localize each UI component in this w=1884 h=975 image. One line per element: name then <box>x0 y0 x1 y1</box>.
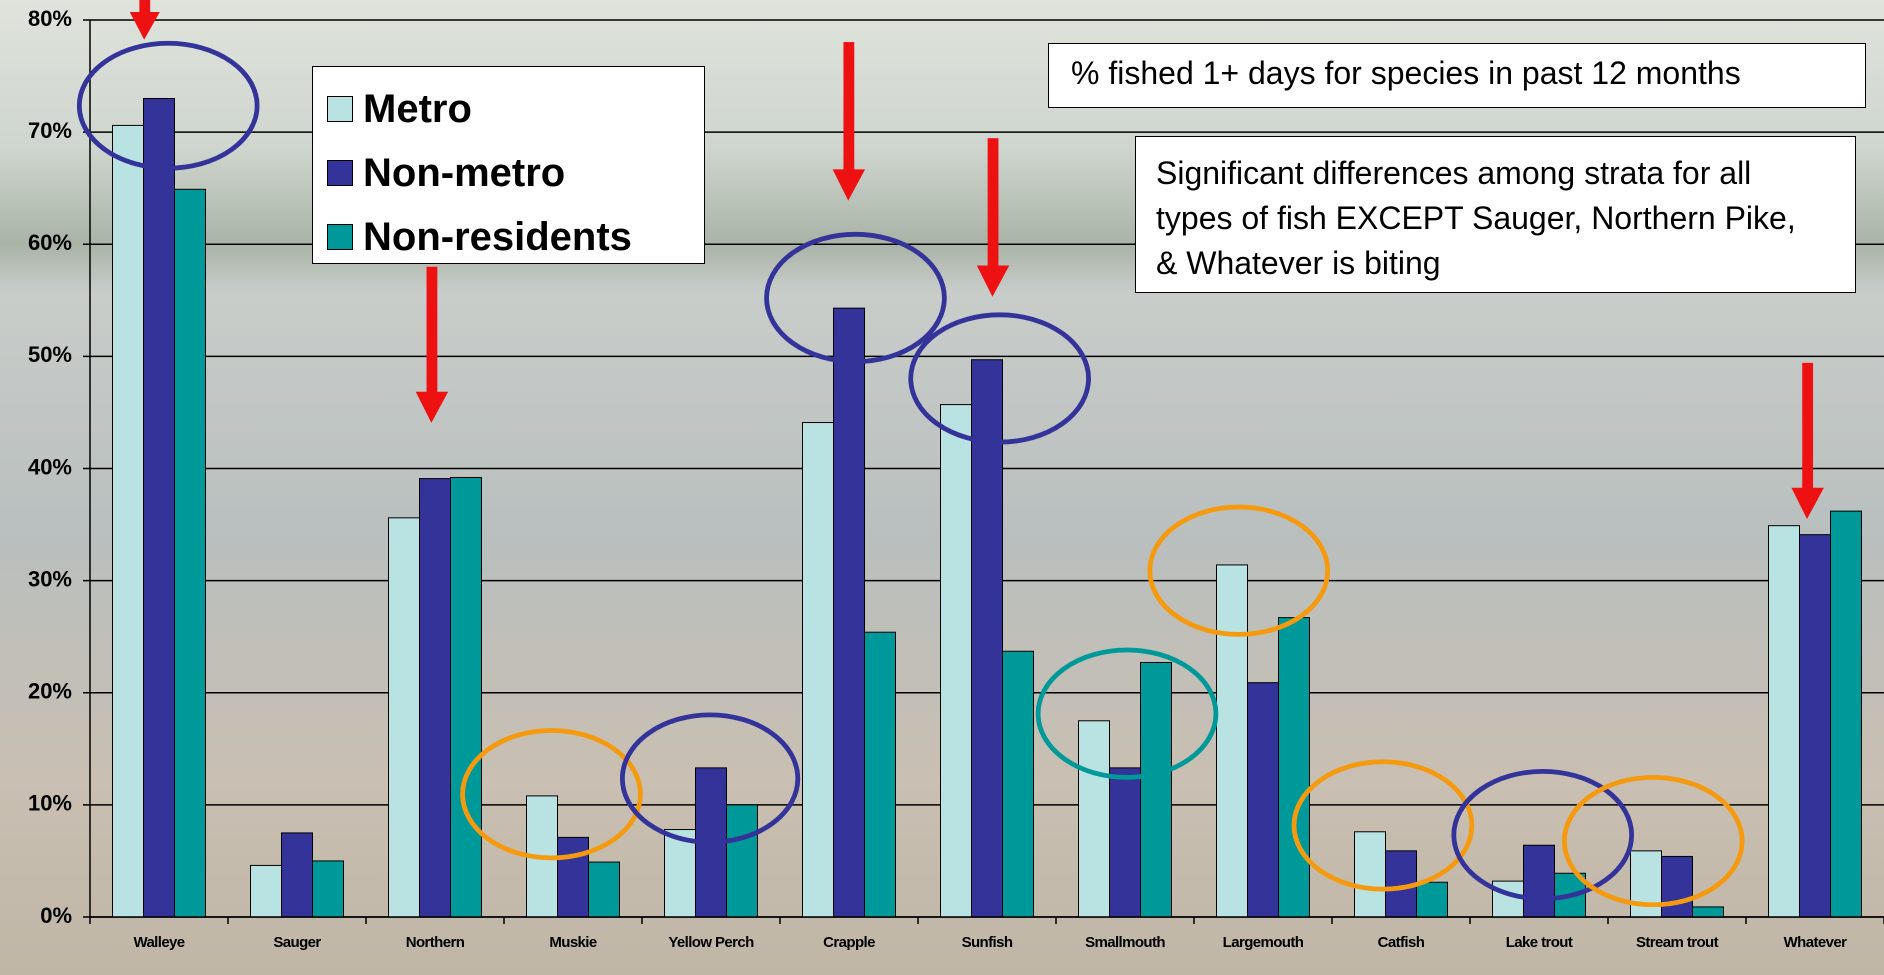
legend-label: Non-residents <box>363 214 632 259</box>
arrow <box>1791 487 1824 520</box>
x-tick-label: Crapple <box>823 934 875 951</box>
bar <box>1830 510 1862 918</box>
x-tick-label: Lake trout <box>1506 934 1573 951</box>
bar <box>726 804 758 918</box>
arrow <box>976 265 1010 297</box>
x-tick-label: Stream trout <box>1636 934 1719 951</box>
highlight-ellipse <box>1291 759 1475 892</box>
bar <box>281 832 313 918</box>
highlight-ellipse <box>1451 768 1635 902</box>
bar <box>1247 682 1279 918</box>
annotation-box: Significant differences among strata for… <box>1135 136 1856 293</box>
arrow <box>843 42 855 172</box>
bar <box>864 631 896 918</box>
bar <box>450 476 482 918</box>
arrow <box>987 138 999 268</box>
x-tick-label: Sauger <box>273 934 321 951</box>
x-tick-label: Smallmouth <box>1085 934 1165 951</box>
legend-label: Metro <box>363 86 472 131</box>
legend-entry: Non-metro <box>327 141 704 205</box>
legend: Metro Non-metro Non-residents <box>312 66 705 264</box>
x-tick-label: Largemouth <box>1223 934 1304 951</box>
bar <box>143 97 175 918</box>
legend-swatch <box>327 224 353 250</box>
y-tick-label: 40% <box>28 454 72 479</box>
y-tick-label: 80% <box>28 6 72 31</box>
bar <box>250 864 282 918</box>
y-tick-label: 70% <box>28 118 72 143</box>
bar <box>1109 767 1141 918</box>
bar <box>1216 564 1248 918</box>
bar <box>557 836 589 918</box>
arrow <box>139 0 151 15</box>
highlight-ellipse <box>76 40 260 171</box>
annotation-box: % fished 1+ days for species in past 12 … <box>1048 43 1866 108</box>
bar <box>1692 906 1724 918</box>
bar <box>1002 650 1034 918</box>
arrow <box>426 266 438 395</box>
y-tick-label: 0% <box>40 903 72 928</box>
x-tick-label: Walleye <box>133 934 184 951</box>
arrow <box>1802 362 1814 491</box>
bar <box>1661 855 1693 918</box>
highlight-ellipse <box>764 231 947 365</box>
legend-entry: Metro <box>327 77 704 141</box>
bar <box>1416 881 1448 918</box>
x-tick-label: Whatever <box>1784 934 1847 951</box>
bar <box>1799 534 1831 918</box>
highlight-ellipse <box>1561 774 1745 908</box>
bar <box>388 517 420 918</box>
legend-entry: Non-residents <box>327 205 704 269</box>
highlight-ellipse <box>619 712 801 845</box>
y-tick-label: 10% <box>28 791 72 816</box>
bar <box>1140 661 1172 918</box>
bar <box>1278 617 1310 918</box>
y-tick-label: 20% <box>28 679 72 704</box>
highlight-ellipse <box>1147 504 1331 637</box>
x-tick-label: Sunfish <box>962 934 1013 951</box>
x-tick-label: Northern <box>406 934 465 951</box>
bar <box>419 478 451 918</box>
y-tick-label: 50% <box>28 342 72 367</box>
bar <box>312 860 344 918</box>
y-tick-label: 60% <box>28 230 72 255</box>
y-tick-label: 30% <box>28 566 72 591</box>
bar <box>1492 880 1524 918</box>
arrow <box>415 391 449 423</box>
arrow <box>832 169 866 201</box>
highlight-ellipse <box>908 312 1091 445</box>
legend-swatch <box>327 160 353 186</box>
bar <box>971 359 1003 918</box>
arrow <box>129 12 160 40</box>
bar <box>1523 844 1555 918</box>
bar <box>1354 831 1386 918</box>
bar <box>174 188 206 918</box>
x-tick-label: Yellow Perch <box>668 934 754 951</box>
bar <box>833 307 865 918</box>
bar <box>1078 720 1110 918</box>
bar <box>1768 525 1800 918</box>
bar <box>802 422 834 918</box>
bar <box>940 404 972 918</box>
bar <box>588 861 620 918</box>
highlight-ellipse <box>1035 647 1219 780</box>
legend-label: Non-metro <box>363 150 566 195</box>
legend-swatch <box>327 96 353 122</box>
x-tick-label: Muskie <box>549 934 597 951</box>
highlight-ellipse <box>460 728 643 861</box>
bar <box>112 124 144 918</box>
x-tick-label: Catfish <box>1378 934 1425 951</box>
annotation-shapes <box>76 0 1824 908</box>
